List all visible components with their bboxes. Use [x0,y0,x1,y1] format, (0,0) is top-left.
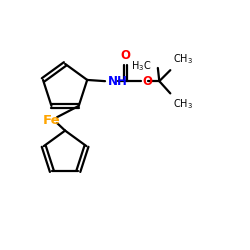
Text: CH$_3$: CH$_3$ [173,97,193,111]
Text: Fe: Fe [43,114,60,126]
Text: NH: NH [108,75,128,88]
Text: CH$_3$: CH$_3$ [173,53,193,66]
Text: O: O [120,49,130,62]
Text: H$_3$C: H$_3$C [131,59,151,73]
Text: O: O [142,75,152,88]
